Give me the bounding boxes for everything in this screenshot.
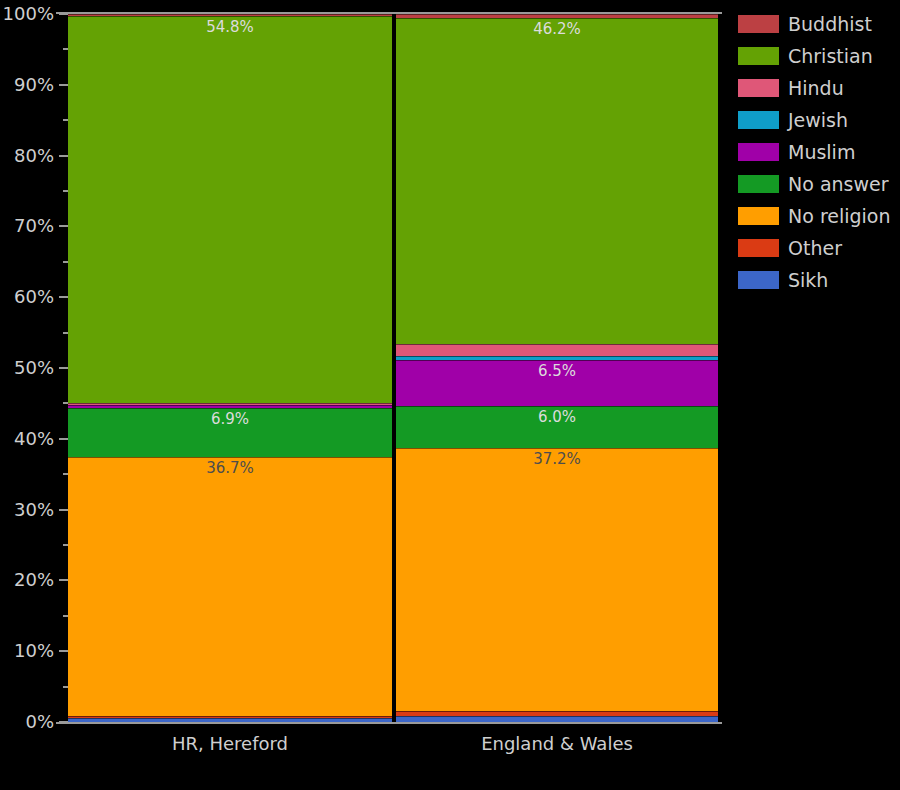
y-axis-tick-label: 50% (0, 357, 54, 379)
segment-no-answer: 6.9% (68, 408, 392, 457)
y-axis-tick-label: 40% (0, 428, 54, 450)
segment-muslim: 6.5% (396, 360, 718, 406)
legend-label: No religion (788, 206, 891, 226)
legend-item-other: Other (738, 239, 891, 257)
value-label: 54.8% (68, 19, 392, 36)
y-axis-minor-tick (63, 615, 68, 617)
value-label: 6.9% (68, 411, 392, 428)
value-label: 36.7% (68, 460, 392, 477)
segment-christian: 46.2% (396, 18, 718, 345)
y-axis-tick-label: 0% (0, 711, 54, 733)
y-axis-minor-tick (63, 686, 68, 688)
legend-item-no-answer: No answer (738, 175, 891, 193)
y-axis-major-tick (59, 509, 68, 511)
legend-swatch (738, 143, 779, 161)
legend-label: No answer (788, 174, 889, 194)
legend-item-hindu: Hindu (738, 79, 891, 97)
segment-christian: 54.8% (68, 16, 392, 403)
legend-item-christian: Christian (738, 47, 891, 65)
y-axis-tick-label: 60% (0, 286, 54, 308)
legend-label: Other (788, 238, 842, 258)
top-boundary-line (56, 12, 722, 14)
y-axis-major-tick (59, 367, 68, 369)
y-axis-minor-tick (63, 261, 68, 263)
y-axis-tick-label: 70% (0, 215, 54, 237)
y-axis-minor-tick (63, 119, 68, 121)
legend-swatch (738, 271, 779, 289)
legend: Buddhist Christian Hindu Jewish Muslim No ans… (738, 15, 891, 303)
x-axis-label: England & Wales (396, 733, 718, 755)
value-label: 6.0% (396, 409, 718, 426)
y-axis-tick-label: 10% (0, 640, 54, 662)
y-axis-major-tick (59, 225, 68, 227)
legend-label: Muslim (788, 142, 855, 162)
legend-item-no-religion: No religion (738, 207, 891, 225)
y-axis-tick-label: 30% (0, 499, 54, 521)
bar-england-wales: 46.2% 6.5% 6.0% 37.2% (396, 14, 718, 722)
legend-label: Christian (788, 46, 873, 66)
legend-label: Hindu (788, 78, 844, 98)
legend-label: Sikh (788, 270, 828, 290)
y-axis-major-tick (59, 296, 68, 298)
legend-item-sikh: Sikh (738, 271, 891, 289)
y-axis-tick-label: 20% (0, 569, 54, 591)
segment-no-religion: 36.7% (68, 457, 392, 716)
segment-no-religion: 37.2% (396, 448, 718, 711)
y-axis-minor-tick (63, 48, 68, 50)
segment-no-answer: 6.0% (396, 406, 718, 448)
segment-hindu (396, 344, 718, 356)
legend-label: Buddhist (788, 14, 872, 34)
y-axis-minor-tick (63, 332, 68, 334)
y-axis-minor-tick (63, 544, 68, 546)
value-label: 6.5% (396, 363, 718, 380)
y-axis-major-tick (59, 84, 68, 86)
value-label: 37.2% (396, 451, 718, 468)
legend-swatch (738, 175, 779, 193)
y-axis-major-tick (59, 650, 68, 652)
y-axis-major-tick (59, 438, 68, 440)
legend-label: Jewish (788, 110, 848, 130)
y-axis-tick-label: 80% (0, 145, 54, 167)
y-axis-minor-tick (63, 190, 68, 192)
legend-swatch (738, 239, 779, 257)
value-label: 46.2% (396, 21, 718, 38)
legend-swatch (738, 47, 779, 65)
y-axis-minor-tick (63, 402, 68, 404)
plot-area: 54.8% 6.9% 36.7% 46.2% 6.5% 6.0% 37.2% (68, 14, 718, 722)
y-axis-tick-label: 90% (0, 74, 54, 96)
y-axis-major-tick (59, 579, 68, 581)
legend-item-muslim: Muslim (738, 143, 891, 161)
y-axis-minor-tick (63, 473, 68, 475)
legend-swatch (738, 207, 779, 225)
x-axis-line (56, 722, 722, 724)
y-axis-major-tick (59, 155, 68, 157)
y-axis-tick-label: 100% (0, 3, 54, 25)
x-axis-label: HR, Hereford (68, 733, 392, 755)
legend-swatch (738, 111, 779, 129)
bar-hr-hereford: 54.8% 6.9% 36.7% (68, 14, 392, 722)
legend-swatch (738, 79, 779, 97)
legend-swatch (738, 15, 779, 33)
religion-share-stacked-bar-chart: 54.8% 6.9% 36.7% 46.2% 6.5% 6.0% 37.2% 0% 10% 20… (0, 0, 900, 790)
legend-item-buddhist: Buddhist (738, 15, 891, 33)
legend-item-jewish: Jewish (738, 111, 891, 129)
